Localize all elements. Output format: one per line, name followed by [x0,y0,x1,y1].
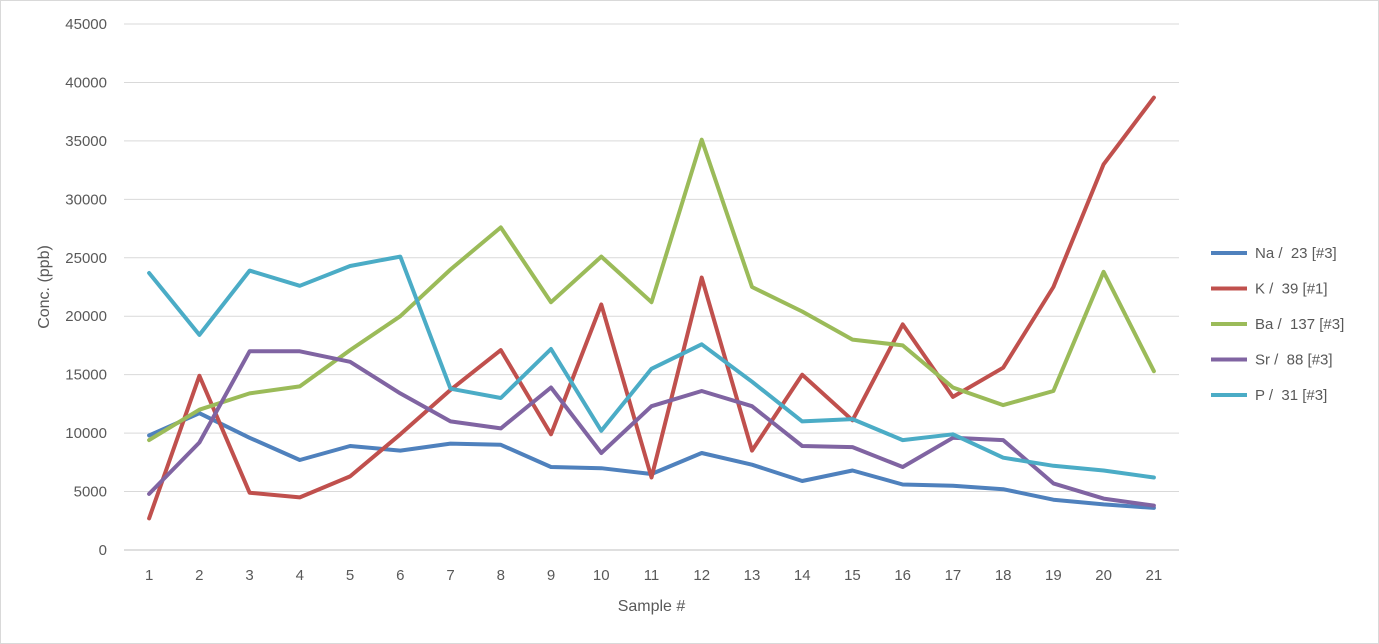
y-tick-label: 45000 [65,16,107,33]
legend-label: Ba / 137 [#3] [1255,316,1344,333]
y-tick-label: 35000 [65,133,107,150]
series-line [147,349,1156,508]
x-tick-label: 7 [446,567,454,584]
x-tick-label: 1 [145,567,153,584]
y-tick-label: 40000 [65,74,107,91]
axes: 0 5000 10000 15000 20000 25000 30000 35000 40000… [65,16,1179,584]
x-tick-label: 14 [794,567,811,584]
x-tick-label: 19 [1045,567,1062,584]
y-tick-label: 25000 [65,250,107,267]
x-tick-label: 13 [744,567,761,584]
y-tick-label: 15000 [65,367,107,384]
x-tick-label: 16 [894,567,911,584]
gridlines [124,23,1179,493]
x-tick-label: 10 [593,567,610,584]
x-tick-label: 11 [644,567,660,584]
x-tick-label: 6 [396,567,404,584]
x-axis-title: Sample # [618,598,686,615]
y-axis-title: Conc. (ppb) [36,245,53,329]
x-tick-label: 18 [995,567,1012,584]
x-tick-label: 9 [547,567,555,584]
y-tick-label: 20000 [65,308,107,325]
y-tick-label: 0 [99,542,107,559]
x-tick-label: 12 [693,567,710,584]
x-tick-label: 20 [1095,567,1112,584]
legend-label: Sr / 88 [#3] [1255,352,1333,369]
y-tick-label: 30000 [65,191,107,208]
x-tick-label: 17 [945,567,962,584]
x-tick-label: 5 [346,567,354,584]
legend: Na / 23 [#3] K / 39 [#1] Ba / 137 [#3] Sr /… [1211,245,1344,404]
series-line [147,411,1156,510]
legend-label: K / 39 [#1] [1255,281,1328,298]
x-tick-label: 8 [497,567,505,584]
series-lines [147,95,1156,521]
x-tick-label: 15 [844,567,861,584]
y-tick-label: 10000 [65,425,107,442]
x-tick-label: 2 [195,567,203,584]
legend-label: Na / 23 [#3] [1255,245,1337,262]
x-tick-label: 4 [296,567,304,584]
series-line [147,254,1156,480]
series-line [147,95,1156,521]
x-tick-label: 21 [1146,567,1163,584]
series-line [147,137,1156,443]
y-tick-label: 5000 [74,484,107,501]
legend-label: P / 31 [#3] [1255,387,1327,404]
x-tick-label: 3 [245,567,253,584]
